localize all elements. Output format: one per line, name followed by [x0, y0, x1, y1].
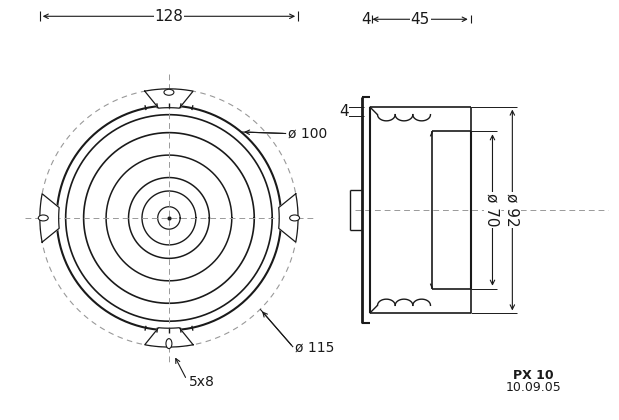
Text: 128: 128	[155, 9, 183, 24]
Polygon shape	[40, 194, 59, 242]
Ellipse shape	[290, 215, 300, 221]
Ellipse shape	[38, 215, 48, 221]
Ellipse shape	[164, 89, 174, 95]
Polygon shape	[145, 328, 193, 347]
Text: 4: 4	[361, 12, 370, 27]
Polygon shape	[145, 89, 193, 108]
Text: ø 70: ø 70	[485, 193, 500, 227]
Text: 4: 4	[339, 104, 348, 119]
Polygon shape	[279, 194, 298, 242]
Text: ø 92: ø 92	[505, 193, 520, 227]
Text: 10.09.05: 10.09.05	[506, 381, 561, 394]
Text: PX 10: PX 10	[513, 369, 554, 382]
Text: 45: 45	[410, 12, 430, 27]
Ellipse shape	[166, 339, 172, 349]
Text: ø 115: ø 115	[295, 340, 334, 354]
Text: ø 100: ø 100	[288, 126, 327, 141]
Text: 5x8: 5x8	[189, 375, 215, 389]
